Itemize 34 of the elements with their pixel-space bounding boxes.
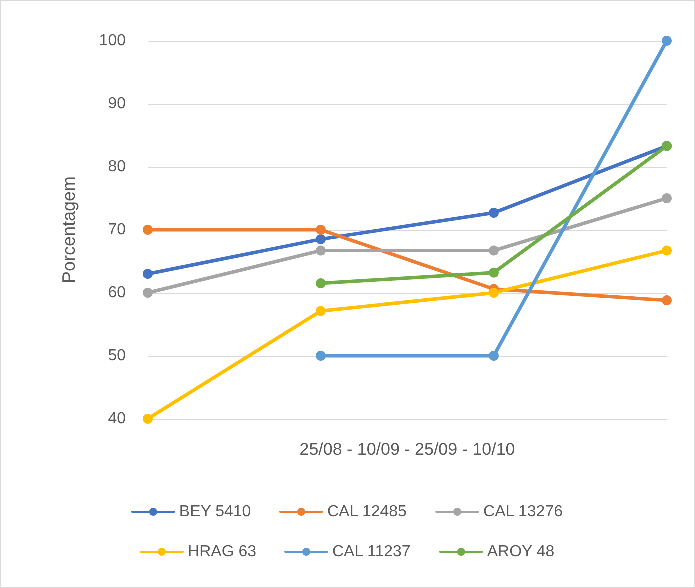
y-axis-title: Porcentagem [59,176,79,284]
point [316,246,326,256]
legend-label: AROY 48 [487,544,555,560]
y-tick-label: 60 [108,284,126,302]
point [316,351,326,361]
point [489,351,499,361]
y-tick-label: 100 [99,32,126,50]
legend-label: CAL 12485 [327,504,408,520]
point [662,296,672,306]
point [316,225,326,235]
point [316,234,326,244]
point [143,288,153,298]
point [662,246,672,256]
legend-label: CAL 13276 [484,504,564,520]
point [662,36,672,46]
y-tick-label: 50 [108,348,126,364]
point [489,288,499,298]
point [143,225,153,235]
x-axis-title: 25/08 - 10/09 - 25/09 - 10/10 [300,440,516,459]
legend-label: BEY 5410 [179,504,252,520]
y-tick-label: 80 [108,158,126,176]
point [489,246,499,256]
y-tick-label: 40 [108,410,126,428]
point [143,269,153,280]
legend-label: CAL 11237 [332,544,411,560]
point [489,268,499,278]
point [143,414,153,424]
point [316,278,326,289]
point [316,306,326,316]
y-tick-label: 90 [108,96,126,112]
point [489,208,499,218]
point [662,194,672,204]
legend-label: HRAG 63 [188,544,257,560]
y-tick-label: 70 [108,222,126,238]
